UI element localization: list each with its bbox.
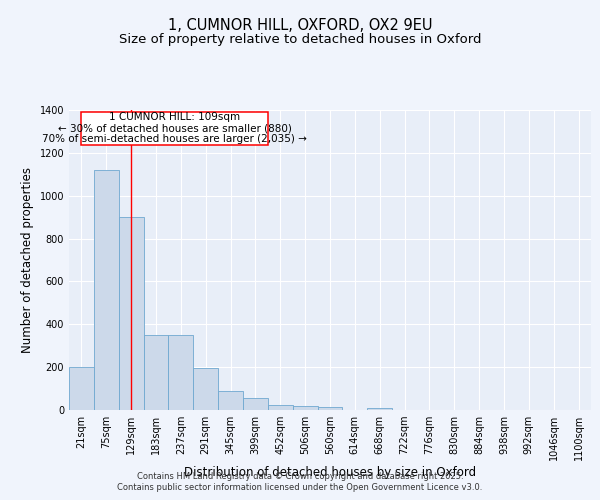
Bar [268,404,293,410]
Bar [218,390,243,410]
FancyBboxPatch shape [82,112,268,144]
X-axis label: Distribution of detached houses by size in Oxford: Distribution of detached houses by size … [184,466,476,478]
Bar [243,398,268,410]
Text: ← 30% of detached houses are smaller (880): ← 30% of detached houses are smaller (88… [58,123,292,133]
Bar [69,367,94,410]
Bar [119,217,143,410]
Bar [317,407,343,410]
Bar [367,408,392,410]
Text: 1, CUMNOR HILL, OXFORD, OX2 9EU: 1, CUMNOR HILL, OXFORD, OX2 9EU [168,18,432,32]
Text: 70% of semi-detached houses are larger (2,035) →: 70% of semi-detached houses are larger (… [42,134,307,144]
Bar [94,170,119,410]
Bar [143,335,169,410]
Text: Size of property relative to detached houses in Oxford: Size of property relative to detached ho… [119,32,481,46]
Text: 1 CUMNOR HILL: 109sqm: 1 CUMNOR HILL: 109sqm [109,112,240,122]
Y-axis label: Number of detached properties: Number of detached properties [21,167,34,353]
Bar [293,406,317,410]
Bar [169,335,193,410]
Text: Contains public sector information licensed under the Open Government Licence v3: Contains public sector information licen… [118,484,482,492]
Bar [193,368,218,410]
Text: Contains HM Land Registry data © Crown copyright and database right 2025.: Contains HM Land Registry data © Crown c… [137,472,463,481]
